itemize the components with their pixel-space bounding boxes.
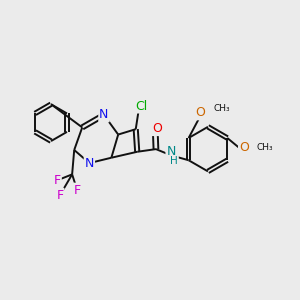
Text: O: O [239,141,249,154]
Text: N: N [167,145,176,158]
Text: Cl: Cl [135,100,147,112]
Text: H: H [170,156,178,166]
Text: CH₃: CH₃ [214,104,230,113]
Text: O: O [195,106,205,119]
Text: N: N [99,108,109,122]
Text: F: F [74,184,81,196]
Text: O: O [152,122,162,135]
Text: CH₃: CH₃ [257,142,274,152]
Text: F: F [56,189,64,202]
Text: N: N [85,157,94,169]
Text: F: F [54,174,61,187]
